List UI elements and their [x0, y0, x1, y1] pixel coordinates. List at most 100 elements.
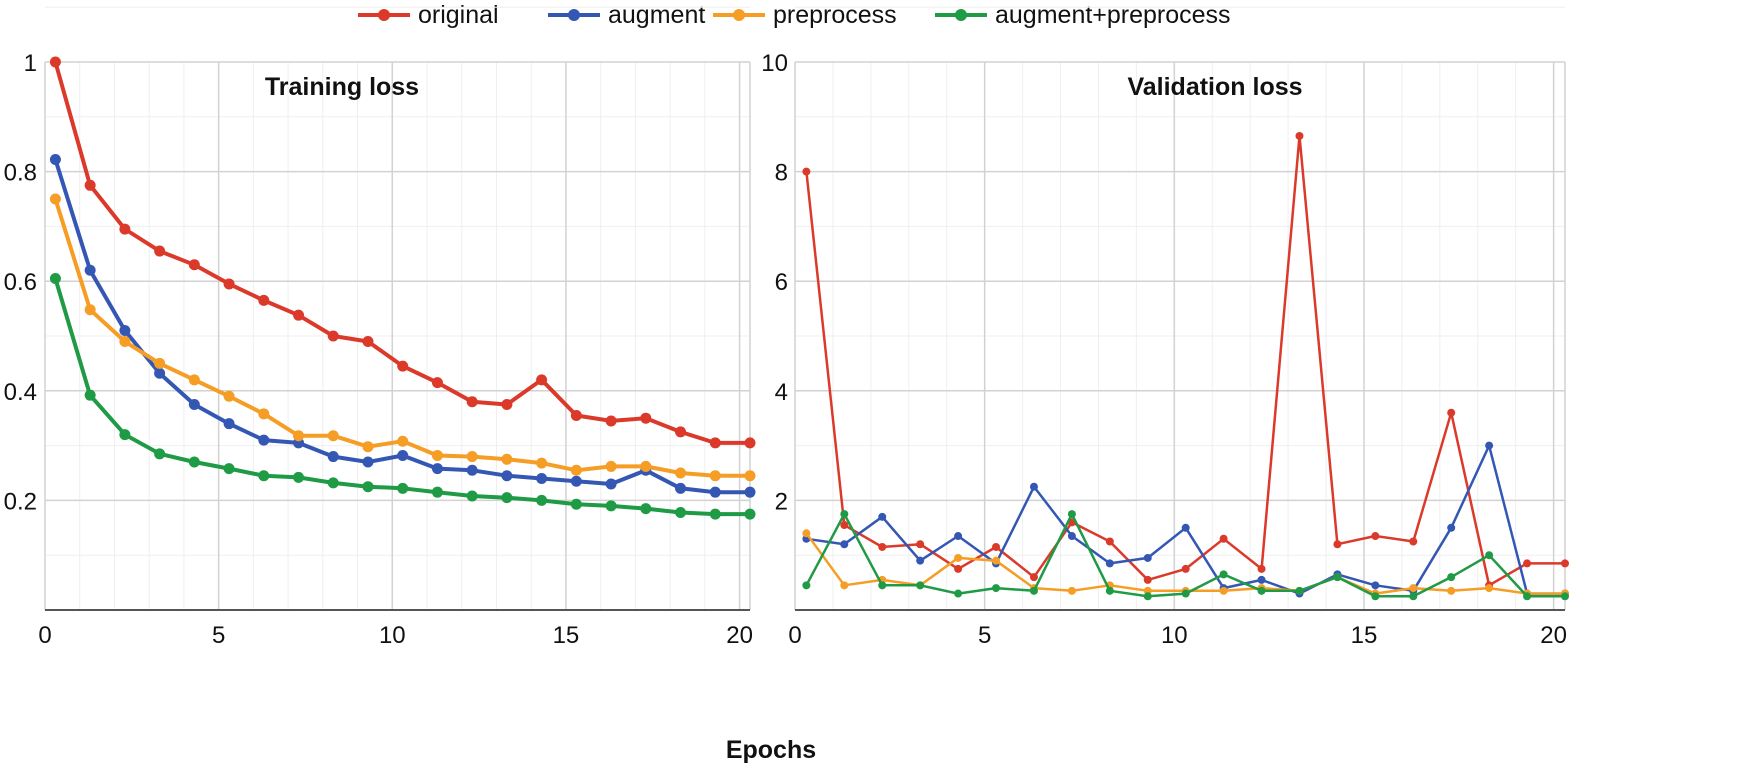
data-point-augment [954, 532, 963, 541]
series-augment-preprocess [802, 510, 1569, 601]
data-point-original [188, 259, 200, 271]
data-point-preprocess [293, 430, 305, 442]
data-point-preprocess [675, 467, 687, 479]
legend-item-original: original [358, 1, 499, 29]
data-point-preprocess [954, 553, 963, 562]
data-point-original [992, 542, 1001, 551]
data-point-preprocess [640, 460, 652, 472]
data-point-augment [1447, 523, 1456, 532]
data-point-augment-preprocess [258, 470, 270, 482]
x-tick-label: 10 [379, 622, 406, 649]
data-point-augment-preprocess [744, 508, 756, 520]
data-point-original [709, 437, 721, 449]
legend-label: original [418, 1, 499, 29]
data-point-augment-preprocess [1447, 573, 1456, 582]
data-point-preprocess [1447, 586, 1456, 595]
data-point-preprocess [431, 449, 443, 461]
data-point-augment [223, 418, 235, 430]
data-point-augment-preprocess [954, 589, 963, 598]
data-point-augment [878, 512, 887, 521]
data-point-augment-preprocess [431, 486, 443, 498]
validation-loss-panel: 0 5 10 15 20 2 4 6 8 10 Validation loss [761, 6, 1569, 649]
data-point-original [154, 245, 166, 257]
data-point-augment-preprocess [1409, 592, 1418, 601]
legend-item-augment-preprocess: augment+preprocess [935, 1, 1231, 29]
y-tick-label: 8 [775, 160, 788, 187]
legend-swatch-marker [378, 9, 390, 21]
data-point-original [466, 396, 478, 408]
data-point-original [1447, 408, 1456, 417]
data-point-original [223, 278, 235, 290]
data-point-original [258, 294, 270, 306]
gridlines [794, 6, 1566, 610]
data-point-augment [501, 470, 513, 482]
series-augment-preprocess [49, 272, 756, 520]
data-point-augment-preprocess [992, 584, 1001, 593]
series-line-preprocess [53, 197, 752, 478]
data-point-original [1029, 573, 1038, 582]
data-point-preprocess [605, 460, 617, 472]
data-point-augment-preprocess [188, 456, 200, 468]
data-point-augment-preprocess [1143, 592, 1152, 601]
data-point-preprocess [154, 357, 166, 369]
data-point-original [1295, 131, 1304, 140]
x-tick-label: 0 [788, 622, 801, 649]
data-point-augment [1485, 441, 1494, 450]
data-point-preprocess [840, 581, 849, 590]
data-point-original [570, 409, 582, 421]
data-point-original [1523, 559, 1532, 568]
data-point-original [840, 521, 849, 530]
data-point-augment [466, 464, 478, 476]
data-point-original [1333, 540, 1342, 549]
legend-item-preprocess: preprocess [713, 1, 897, 29]
data-point-augment [258, 434, 270, 446]
data-point-preprocess [466, 451, 478, 463]
data-point-augment [1371, 581, 1380, 590]
y-tick-label: 0.8 [4, 160, 37, 187]
data-point-preprocess [1485, 584, 1494, 593]
data-point-original [802, 167, 811, 176]
data-point-augment-preprocess [640, 503, 652, 515]
data-point-augment-preprocess [605, 500, 617, 512]
data-point-augment-preprocess [1029, 586, 1038, 595]
data-point-augment-preprocess [327, 477, 339, 489]
data-point-original [431, 377, 443, 389]
data-point-preprocess [570, 464, 582, 476]
data-point-original [1219, 534, 1228, 543]
data-point-augment [1181, 523, 1190, 532]
data-point-original [916, 540, 925, 549]
data-point-augment [362, 456, 374, 468]
data-point-augment [1067, 532, 1076, 541]
legend-label: augment+preprocess [995, 1, 1231, 29]
x-tick-label: 5 [212, 622, 225, 649]
x-tick-label: 5 [978, 622, 991, 649]
y-tick-label: 2 [775, 488, 788, 515]
x-axis-label: Epochs [726, 736, 816, 764]
data-point-original [954, 564, 963, 573]
data-point-augment-preprocess [1219, 570, 1228, 579]
data-point-preprocess [362, 441, 374, 453]
legend-swatch-marker [733, 9, 745, 21]
data-point-preprocess [992, 556, 1001, 565]
data-point-original [1561, 559, 1569, 568]
data-point-preprocess [49, 193, 61, 205]
y-tick-label: 0.6 [4, 269, 37, 296]
data-point-augment-preprocess [1523, 592, 1532, 601]
data-point-augment [188, 399, 200, 410]
legend: original augment preprocess augment+preproc… [358, 1, 1231, 29]
data-point-augment [84, 264, 96, 276]
data-point-augment-preprocess [154, 448, 166, 460]
legend-label: augment [608, 1, 705, 29]
data-point-augment-preprocess [1371, 592, 1380, 601]
data-point-augment-preprocess [1333, 573, 1342, 582]
legend-item-augment: augment [548, 1, 705, 29]
data-point-augment-preprocess [1181, 589, 1190, 598]
data-point-augment-preprocess [709, 508, 721, 520]
data-point-augment [570, 475, 582, 487]
y-tick-label: 4 [775, 379, 788, 406]
data-point-preprocess [119, 335, 131, 347]
data-point-augment [1257, 575, 1266, 584]
data-point-augment-preprocess [802, 581, 811, 590]
y-tick-label: 0.4 [4, 379, 37, 406]
panel-title: Training loss [265, 73, 419, 101]
